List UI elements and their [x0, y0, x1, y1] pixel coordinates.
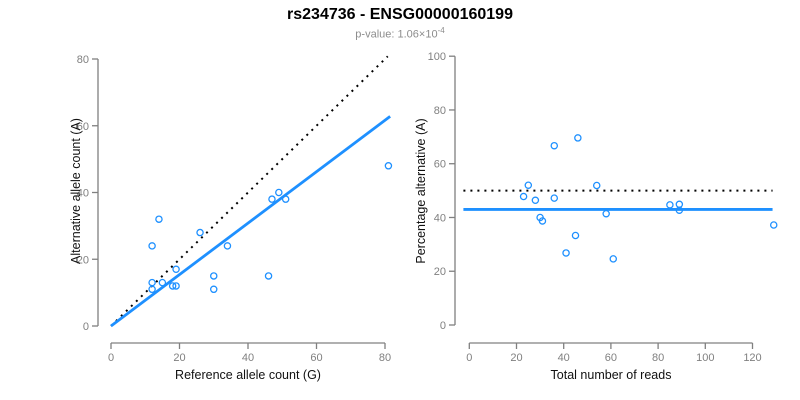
x-tick-label: 60	[605, 352, 617, 364]
data-point	[769, 221, 778, 229]
data-point	[531, 196, 540, 205]
y-tick-label: 0	[440, 320, 446, 332]
figure-subtitle: p-value: 1.06×10-4	[0, 26, 800, 41]
p-value-mantissa: 1.06×10	[397, 28, 438, 41]
data-point	[524, 181, 533, 189]
data-point	[666, 201, 674, 209]
x-tick-label: 40	[242, 352, 254, 364]
x-tick-label: 80	[379, 352, 391, 364]
y-tick-label: 60	[434, 159, 446, 171]
right-y-axis-title: Percentage alternative (A)	[414, 118, 428, 264]
data-point	[550, 141, 559, 150]
data-point	[574, 134, 582, 142]
figure-title: rs234736 - ENSG00000160199	[287, 6, 513, 23]
x-tick-label: 60	[310, 352, 322, 364]
x-tick-label: 0	[108, 352, 114, 364]
data-point	[275, 188, 283, 197]
x-tick-label: 40	[558, 352, 570, 364]
data-point	[609, 255, 618, 263]
data-point	[592, 181, 601, 190]
x-tick-label: 20	[173, 352, 185, 364]
y-tick-label: 20	[77, 254, 89, 266]
p-value-exponent: -4	[437, 26, 445, 35]
left-y-axis-title: Alternative allele count (A)	[69, 118, 83, 264]
data-point	[602, 209, 610, 218]
data-point	[209, 285, 218, 294]
y-tick-label: 60	[77, 121, 89, 133]
data-point	[223, 242, 232, 250]
data-point	[281, 195, 290, 203]
p-value-label: p-value:	[355, 28, 395, 41]
fit-line	[110, 115, 391, 328]
data-point	[172, 265, 180, 274]
data-point	[562, 249, 570, 257]
data-point	[158, 278, 167, 287]
data-point	[571, 231, 580, 240]
y-tick-label: 20	[434, 266, 446, 278]
x-tick-label: 0	[466, 352, 472, 364]
y-tick-label: 80	[77, 54, 89, 66]
right-x-axis-title: Total number of reads	[550, 368, 672, 382]
data-point	[148, 278, 156, 287]
y-tick-label: 100	[428, 51, 446, 63]
x-tick-label: 20	[510, 352, 522, 364]
data-point	[550, 194, 559, 202]
x-tick-label: 100	[696, 352, 714, 364]
x-tick-label: 120	[743, 352, 761, 364]
data-point	[384, 162, 393, 170]
data-point	[196, 228, 204, 237]
y-tick-label: 40	[434, 212, 446, 224]
data-point	[172, 282, 180, 290]
data-point	[264, 272, 273, 280]
data-point	[538, 217, 547, 225]
data-point	[155, 215, 163, 223]
data-point	[675, 206, 684, 214]
left-x-axis-title: Reference allele count (G)	[175, 368, 321, 382]
x-tick-label: 80	[652, 352, 664, 364]
data-point	[209, 272, 218, 280]
identity-line	[110, 55, 389, 327]
data-point	[168, 282, 177, 290]
y-tick-label: 40	[77, 188, 89, 200]
y-tick-label: 80	[434, 105, 446, 117]
data-point	[148, 242, 156, 250]
data-point	[268, 195, 276, 203]
data-point	[148, 285, 156, 294]
data-point	[519, 192, 528, 201]
y-tick-label: 0	[83, 321, 89, 333]
